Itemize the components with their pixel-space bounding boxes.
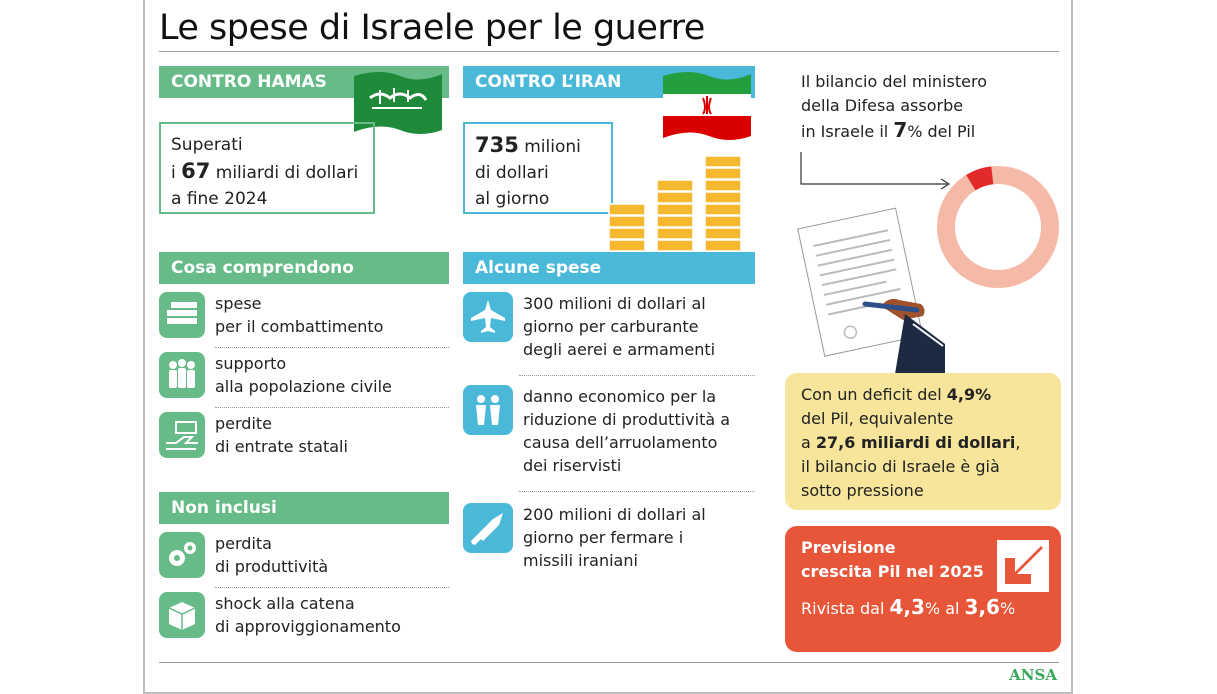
pointer-arrow-icon [797,150,957,190]
iran-line3: al giorno [475,189,550,209]
coins-icon [607,152,753,252]
people-icon [159,352,205,398]
list-item: 200 milioni di dollari al giorno per ferm… [463,503,706,572]
missile-icon [463,503,513,553]
bottom-divider [159,662,1059,663]
hamas-line3: a fine 2024 [171,189,268,209]
jet-icon [463,292,513,342]
divider [215,407,449,408]
money-stack-icon [159,292,205,338]
hamas-flag-icon [350,68,446,140]
previsione-title-2: crescita Pil nel 2025 [801,562,984,581]
comprendono-header: Cosa comprendono [159,252,449,284]
list-item: perdite di entrate statali [159,412,348,458]
donut-chart [935,164,1061,290]
document-signing-icon [795,196,985,374]
previsione-box: Previsione crescita Pil nel 2025 Rivista… [785,526,1061,652]
iran-flag-icon [659,68,755,144]
list-item: shock alla catena di approviggionamento [159,592,401,638]
list-item: spese per il combattimento [159,292,383,338]
divider [519,375,755,376]
iran-line2: di dollari [475,163,549,183]
box-icon [159,592,205,638]
iran-total-box: 735 milioni di dollari al giorno [463,122,613,214]
deficit-box: Con un deficit del 4,9% del Pil, equival… [785,373,1061,510]
title-divider [159,51,1059,52]
iran-line1: 735 milioni [475,133,581,157]
list-item: supporto alla popolazione civile [159,352,392,398]
hamas-total-box: Superati i 67 miliardi di dollari a fine… [159,122,375,214]
bilancio-text: Il bilancio del ministero della Difesa a… [801,72,987,142]
previsione-revision: Rivista dal 4,3% al 3,6% [801,595,1016,619]
divider [519,491,755,492]
infographic: Le spese di Israele per le guerre CONTRO… [143,0,1073,694]
hand-cash-icon [159,412,205,458]
list-item: perdita di produttività [159,532,328,578]
previsione-title-1: Previsione [801,538,896,557]
donut-ring [937,166,1059,288]
alcune-spese-header: Alcune spese [463,252,755,284]
divider [215,347,449,348]
hamas-line2: i 67 miliardi di dollari [171,159,359,183]
hamas-line1: Superati [171,135,243,155]
list-item: danno economico per la riduzione di produ… [463,385,730,477]
donut-share-slice [966,166,994,191]
down-arrow-icon [997,540,1049,592]
soldiers-icon [463,385,513,435]
page-title: Le spese di Israele per le guerre [159,8,705,48]
non-inclusi-header: Non inclusi [159,492,449,524]
divider [215,587,449,588]
source-logo: ANSA [1009,666,1057,684]
gears-icon [159,532,205,578]
list-item: 300 milioni di dollari al giorno per carb… [463,292,715,361]
